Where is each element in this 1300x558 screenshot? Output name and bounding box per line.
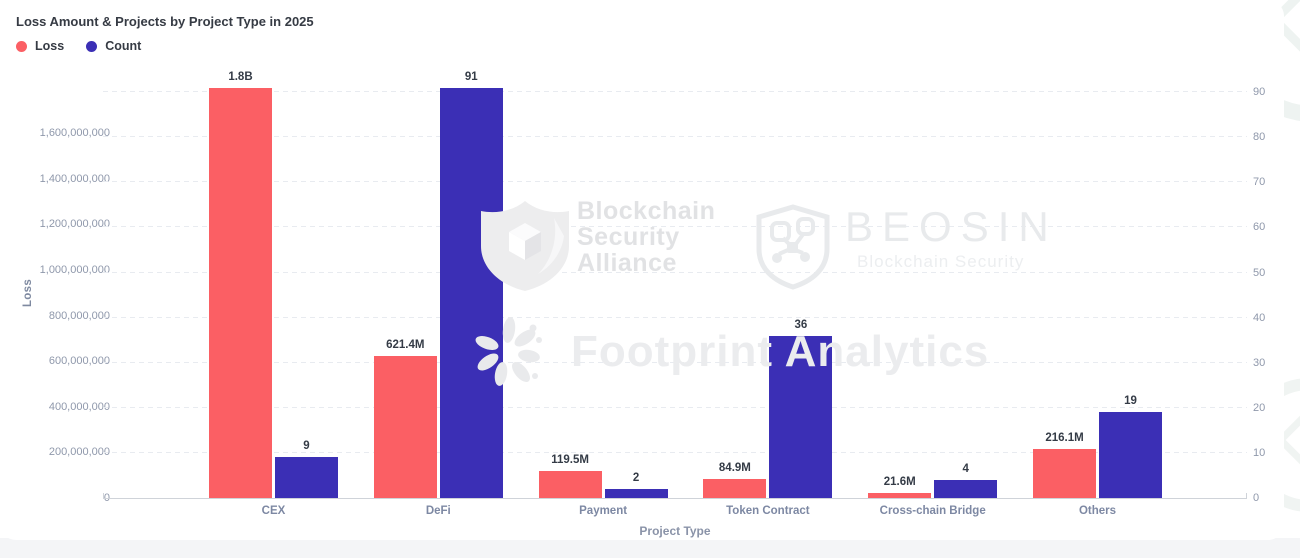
chart-card: Loss Amount & Projects by Project Type i… [16,14,1266,538]
gridline [103,361,1247,363]
watermark-beosin: BEOSIN Blockchain Security [755,204,1058,290]
right-axis-tick: 40 [1253,311,1266,324]
bar-count-others[interactable] [1099,412,1162,498]
right-axis-tick: 70 [1253,176,1266,189]
x-axis-label-cross-chain-bridge: Cross-chain Bridge [879,505,986,517]
left-axis-title: Loss [22,278,34,308]
bar-count-token-contract[interactable] [769,335,833,498]
gridline [103,451,1247,453]
left-axis-tick: 1,600,000,000 [39,127,110,140]
gridline [103,91,1247,93]
x-axis-label-others: Others [1078,505,1117,517]
gridline [103,136,1247,138]
axis-end-tick-right [1246,493,1247,498]
right-axis-tick: 30 [1253,356,1266,369]
left-axis-tick: 600,000,000 [48,355,110,368]
legend-item-count[interactable]: Count [86,39,141,53]
plot-area: Blockchain Security Alliance BEOSIN Blo [103,71,1247,517]
data-label-loss: 21.6M [883,476,916,489]
data-label-loss: 1.8B [228,70,253,83]
data-label-loss: 119.5M [551,453,589,466]
right-axis-tick: 90 [1253,86,1266,99]
gridline [103,181,1247,183]
bsa-watermark-text: Blockchain Security Alliance [577,197,716,277]
data-label-loss: 621.4M [386,339,425,352]
data-label-loss: 216.1M [1045,431,1084,444]
bar-count-defi[interactable] [439,87,503,498]
x-axis-label-payment: Payment [579,505,628,517]
watermark-footprint-analytics: Footprint Analytics [473,316,989,388]
left-axis-tick: 400,000,000 [48,400,110,413]
right-axis-tick: 50 [1253,266,1266,279]
data-label-count: 19 [1124,395,1137,408]
left-axis-tick: 200,000,000 [48,446,110,459]
count-legend-dot-icon [86,40,98,52]
axis-end-tick-left [103,493,104,498]
data-label-count: 4 [962,463,969,475]
gridline [103,316,1247,318]
right-axis-tick: 0 [1253,492,1260,504]
legend-label: Loss [35,39,65,53]
watermark-blockchain-security-alliance: Blockchain Security Alliance [478,198,715,293]
right-axis-tick: 10 [1253,446,1266,459]
page-footer-strip [0,538,1300,558]
gridline [103,406,1247,408]
x-axis-label-token-contract: Token Contract [726,505,810,517]
left-axis-tick: 1,400,000,000 [39,172,110,185]
data-label-count: 9 [303,440,310,453]
legend-label: Count [105,39,142,53]
bar-count-cross-chain-bridge[interactable] [934,480,998,498]
data-label-loss: 84.9M [718,461,751,474]
bar-loss-payment[interactable] [538,470,602,498]
beosin-shield-icon [756,204,830,290]
gridline [103,226,1247,228]
data-label-count: 91 [464,70,478,83]
bar-loss-token-contract[interactable] [703,478,767,498]
legend-item-loss[interactable]: Loss [16,39,64,53]
beosin-watermark-text: BEOSIN Blockchain Security [845,203,1058,272]
right-axis-tick: 20 [1253,401,1266,414]
left-axis-tick: 0 [103,492,110,504]
bar-loss-others[interactable] [1033,448,1096,498]
left-axis-tick: 1,000,000,000 [39,264,110,276]
x-axis-title: Project Type [639,524,711,538]
x-axis-label-defi: DeFi [425,505,451,517]
gridline [103,271,1247,273]
x-axis-label-cex: CEX [261,505,286,517]
bar-loss-cex[interactable] [209,87,272,498]
bar-loss-cross-chain-bridge[interactable] [868,493,932,498]
right-axis-tick: 60 [1253,221,1266,234]
bar-count-cex[interactable] [275,457,338,498]
data-label-count: 2 [632,472,640,484]
left-axis-tick: 1,200,000,000 [39,218,110,231]
bar-loss-defi[interactable] [373,356,437,498]
left-axis-tick: 800,000,000 [48,309,110,322]
bar-count-payment[interactable] [604,489,668,498]
data-label-count: 36 [794,318,808,331]
loss-legend-dot-icon [16,40,27,52]
chart-title: Loss Amount & Projects by Project Type i… [16,14,314,29]
chart-legend: Loss Count [16,39,141,53]
right-axis-tick: 80 [1253,131,1266,144]
